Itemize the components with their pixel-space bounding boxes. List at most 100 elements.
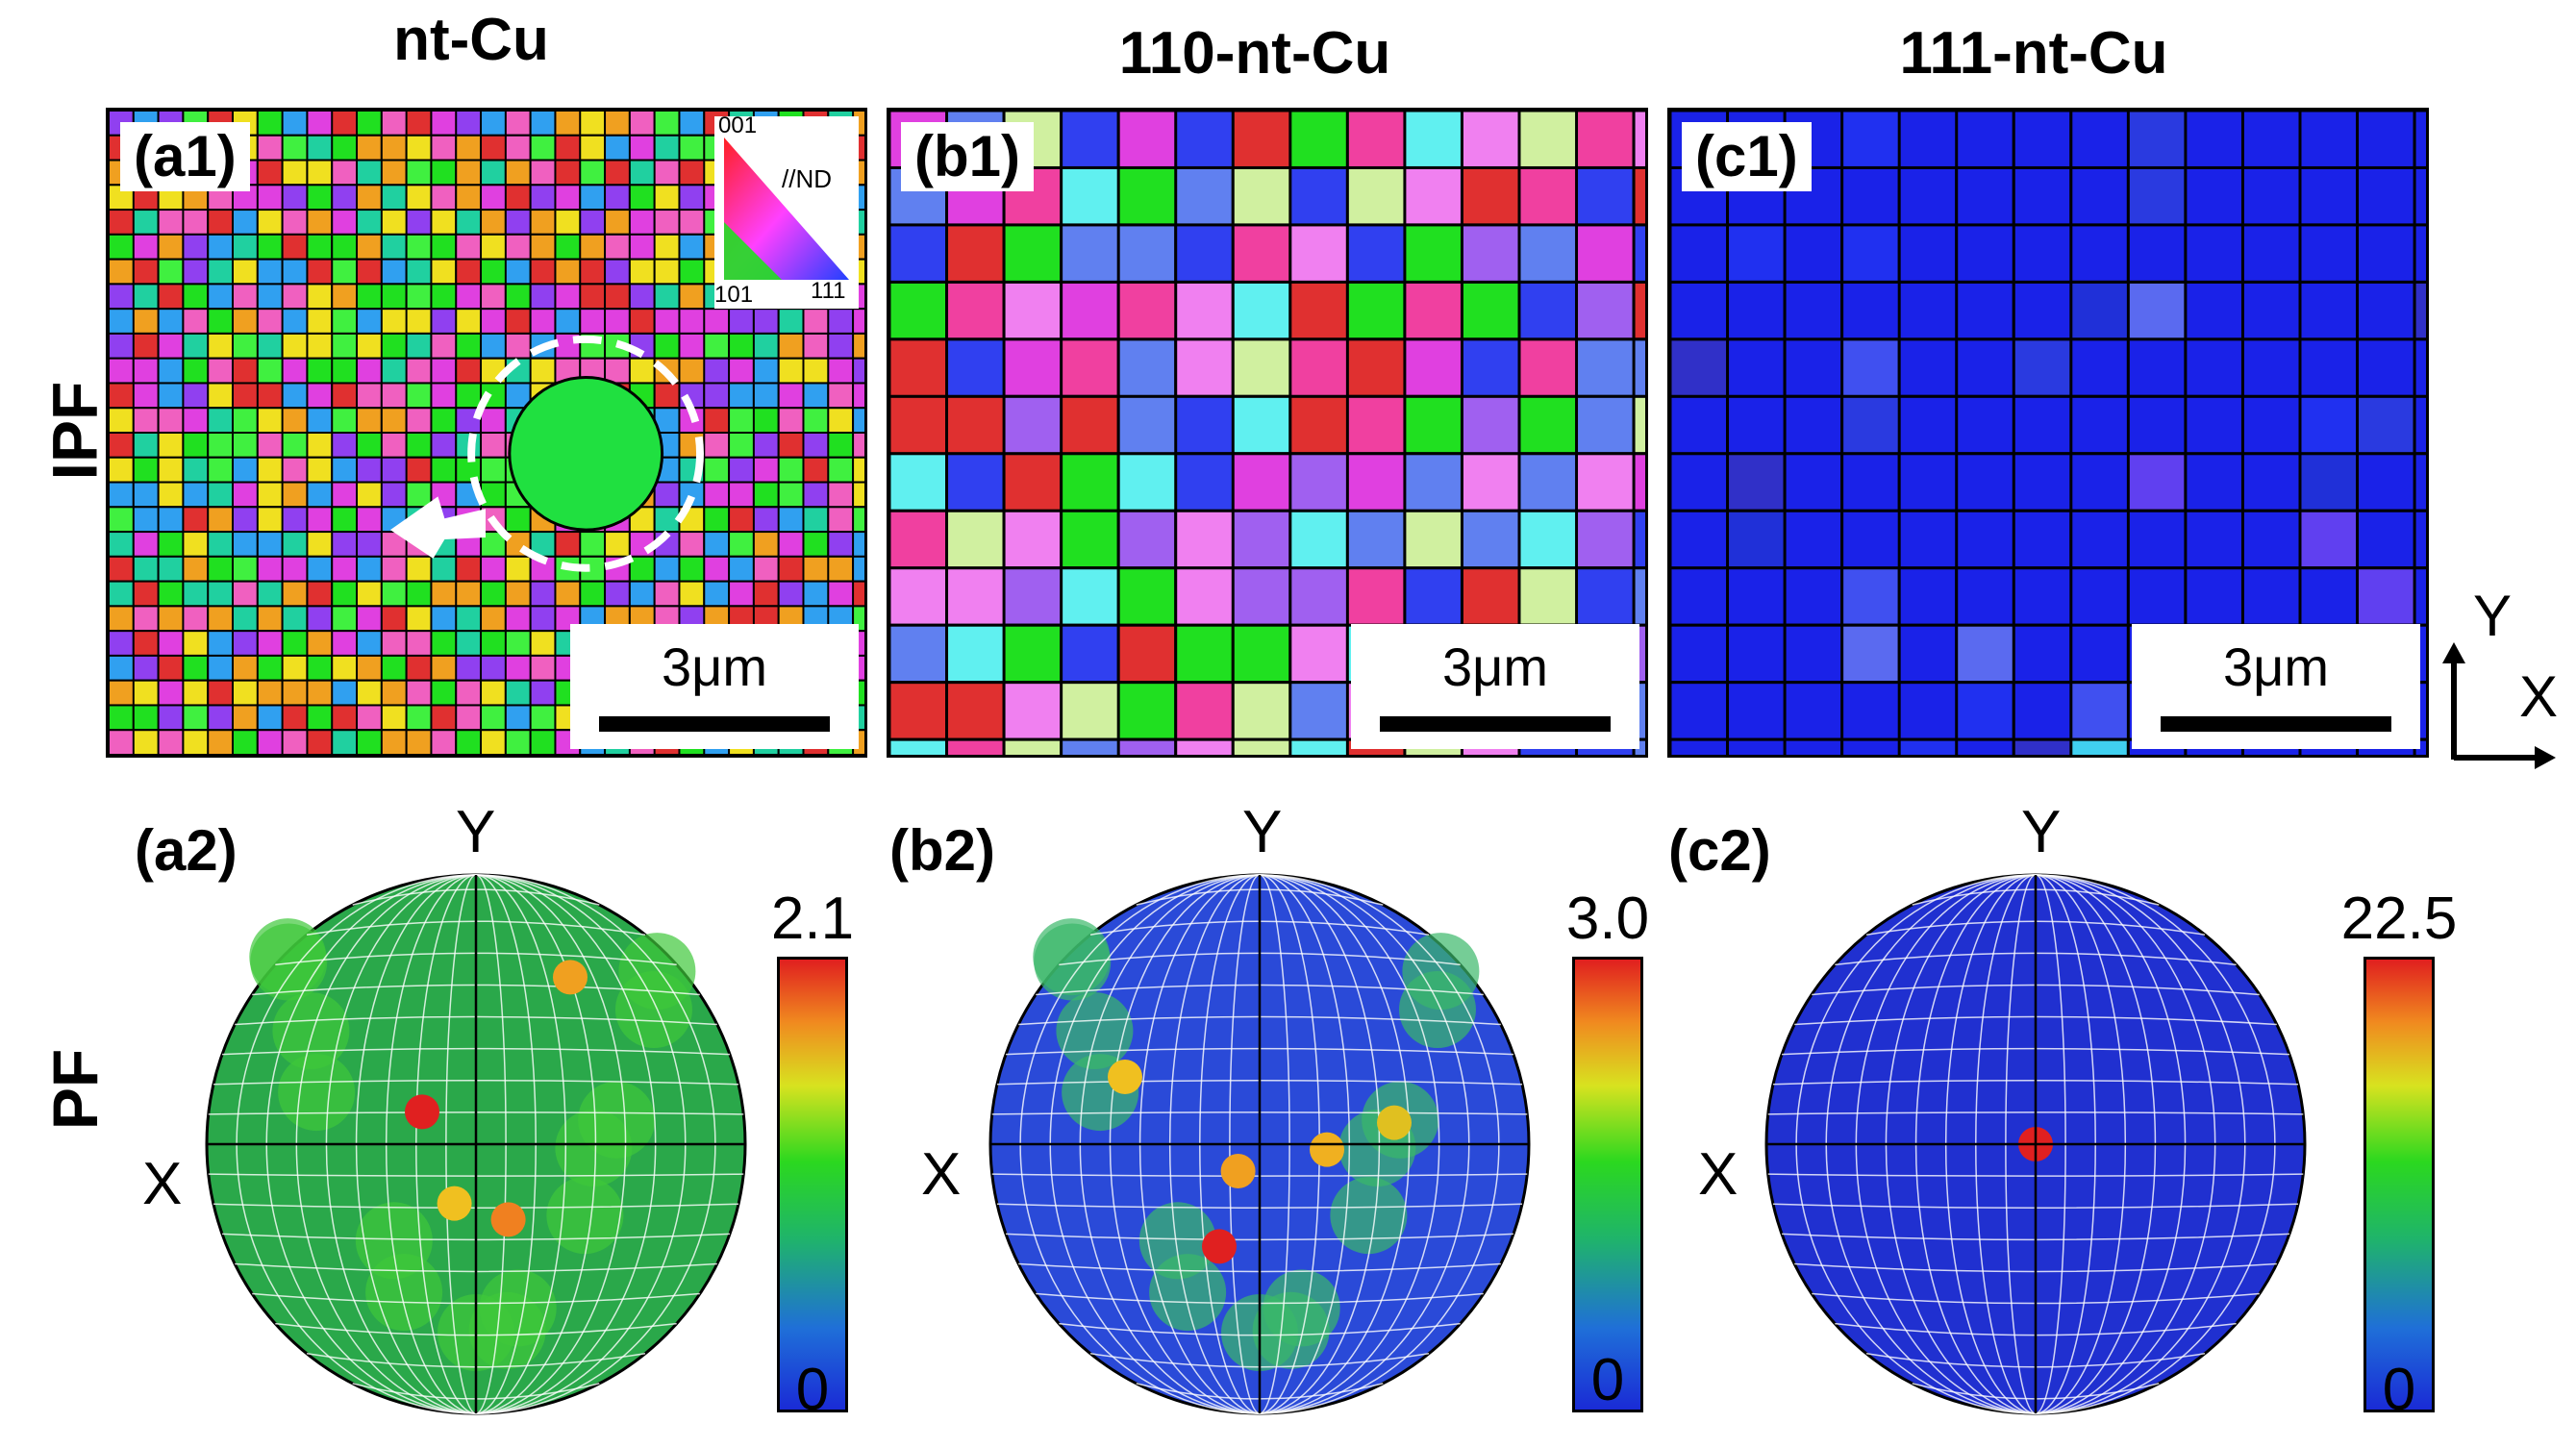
grain [281,357,309,385]
grain [1002,509,1063,570]
grain [182,209,210,236]
grain [356,605,383,633]
grain [852,332,864,360]
grain [380,159,408,187]
grain [132,654,160,682]
grain [356,184,383,212]
grain [480,729,507,755]
grain [2413,111,2426,169]
grain [504,679,532,707]
axis-y-label: Y [2473,584,2513,648]
grain [356,580,383,608]
grain [2240,337,2302,398]
grain [232,407,259,434]
grain [430,729,458,755]
column-title-nt-cu: nt-Cu [393,7,549,73]
grain [1345,566,1407,627]
grain [1231,623,1292,685]
grain [380,233,408,261]
grain [579,580,607,608]
grain [2356,394,2416,456]
grain [157,729,185,755]
grain [653,531,681,558]
grain [752,308,780,335]
grain [157,580,185,608]
grain [455,159,483,187]
grain [852,357,864,385]
grain [232,704,259,732]
grain [852,308,864,335]
grain [889,280,949,341]
grain [852,382,864,410]
grain [504,308,532,335]
legend-101: 101 [714,282,754,308]
grain [2413,737,2426,755]
grain [628,134,656,162]
grain [504,258,532,286]
grain [777,481,805,509]
grain [256,580,284,608]
grain [356,679,383,707]
grain [752,432,780,459]
grain [232,283,259,311]
grain [256,159,284,187]
grain [889,223,949,284]
pf-spot [1220,1154,1256,1188]
grain [728,357,755,385]
grain [752,332,780,360]
grain [2012,111,2073,169]
grain [1060,566,1120,627]
grain [207,332,235,360]
grain [331,209,359,236]
grain [455,308,483,335]
grain [281,605,309,633]
grain [777,308,805,335]
grain [1403,280,1463,341]
grain [430,233,458,261]
grain [356,456,383,484]
ipf-map-b1: (b1) 3μm [887,108,1648,758]
grain [455,382,483,410]
grain [703,308,731,335]
grain [2240,165,2302,227]
grain [1726,452,1787,512]
grain [889,394,949,456]
grain [579,111,607,137]
grain [356,555,383,583]
grain [579,283,607,311]
grain [2069,223,2130,284]
pf-spot [405,1094,439,1130]
grain [678,111,706,137]
grain [1116,566,1178,627]
ipf-map-a1: (a1) 001 //ND 101 111 3μm [106,108,867,758]
grain [1345,509,1407,570]
grain [281,111,309,137]
grain [256,258,284,286]
grain [1403,452,1463,512]
grain [628,580,656,608]
axis-x-label: X [2519,664,2559,729]
grain [256,209,284,236]
grain [455,283,483,311]
grain [529,605,557,633]
grain [132,407,160,434]
grain [356,233,383,261]
grain [1955,165,2015,227]
pf-spot [490,1202,526,1237]
grain [1288,111,1349,169]
colorbar-max: 22.5 [2340,886,2458,952]
grain [281,233,309,261]
scale-label: 3μm [2222,637,2330,697]
grain [1840,566,1901,627]
grain [827,481,855,509]
grain [2012,165,2073,227]
pf-label-b2: (b2) [889,818,995,883]
grain [480,407,507,434]
grain [182,233,210,261]
pf-blob [546,1177,624,1255]
pf-y-label: Y [1242,799,1283,865]
grain [529,357,557,385]
grain [2413,280,2426,341]
grain [356,382,383,410]
grain [889,509,949,570]
